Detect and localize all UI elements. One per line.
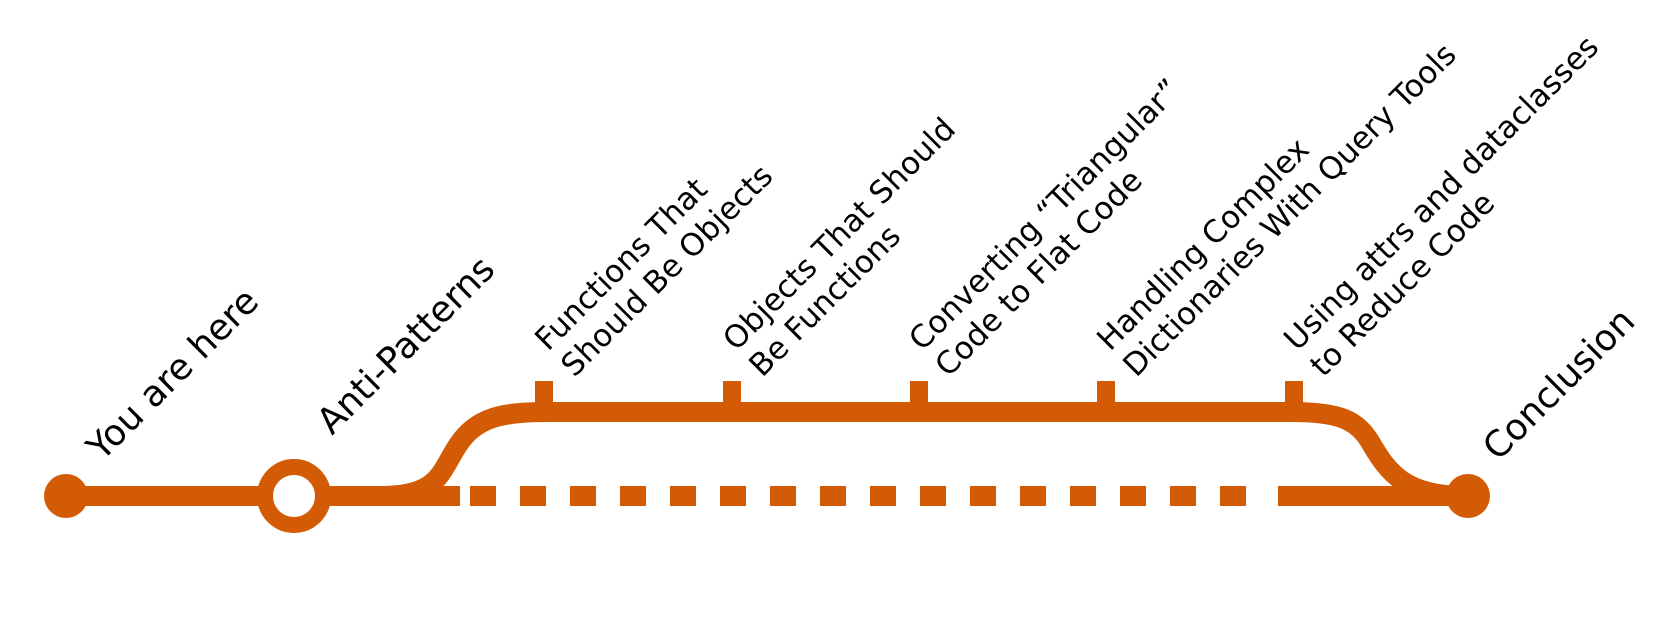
- stop-tick: [910, 381, 928, 413]
- anti-patterns-station-ring: [257, 459, 331, 533]
- station-labels: You are here Anti-Patterns Conclusion Fu…: [79, 29, 1643, 469]
- stop-tick: [535, 381, 553, 413]
- route-track: [44, 381, 1490, 533]
- upper-branch-path: [379, 402, 1466, 506]
- start-label: You are here: [79, 281, 267, 469]
- stop-tick: [723, 381, 741, 413]
- anti-patterns-label: Anti-Patterns: [309, 249, 503, 443]
- conclusion-label: Conclusion: [1475, 301, 1643, 469]
- start-station-dot: [44, 474, 88, 518]
- end-station-dot: [1446, 474, 1490, 518]
- stop-label-4: Handling Complex Dictionaries With Query…: [1090, 37, 1463, 384]
- stop-tick: [1285, 381, 1303, 413]
- stop-label-5: Using attrs and dataclasses to Reduce Co…: [1277, 29, 1606, 384]
- stop-tick: [1097, 381, 1115, 413]
